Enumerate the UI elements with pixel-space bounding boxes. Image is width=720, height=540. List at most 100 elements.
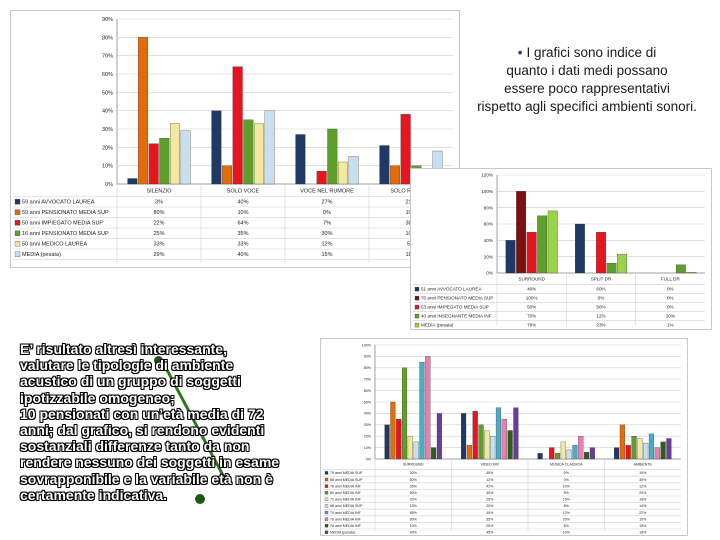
body-line: sostanziali differenze tanto da non: [20, 438, 250, 455]
bar: [436, 413, 442, 460]
x-category-label: MUSICA CLASSICA: [550, 463, 583, 467]
table-cell-value: 18%: [639, 531, 647, 535]
legend-swatch: [14, 251, 21, 257]
legend-swatch: [324, 530, 329, 534]
bar: [596, 232, 606, 274]
table-cell-value: 90%: [410, 517, 418, 521]
bar: [138, 37, 149, 185]
bar: [554, 453, 561, 460]
legend-swatch: [14, 241, 21, 247]
bar: [614, 447, 620, 460]
x-category-label: VIDEO MIX: [480, 463, 499, 467]
note-text-box: • I grafici sono indice di quanto i dati …: [458, 44, 716, 116]
y-tick-label: 50%: [364, 400, 372, 404]
table-cell-value: 23%: [596, 323, 605, 328]
x-category-label: SILENZIO: [146, 189, 172, 195]
y-tick-label: 100%: [362, 343, 372, 347]
table-cell-value: 30%: [639, 478, 647, 482]
table-cell-value: 10%: [639, 471, 647, 475]
bar: [379, 145, 390, 185]
table-cell-value: 25%: [486, 498, 494, 502]
table-cell-value: 35%: [410, 484, 418, 488]
table-cell-value: 50%: [527, 305, 536, 310]
legend-label: 72 anni MEDIA INF: [330, 498, 362, 502]
y-tick-label: 30%: [102, 127, 113, 133]
body-paragraph: E’ risultato altresì interessante, valut…: [20, 341, 325, 503]
bar: [401, 367, 408, 460]
table-cell-value: 12%: [639, 484, 647, 488]
legend-swatch: [324, 510, 329, 515]
legend-swatch: [324, 524, 329, 528]
bar: [180, 130, 191, 185]
bar: [484, 430, 490, 460]
bar: [264, 110, 275, 185]
legend-swatch: [414, 313, 420, 319]
bar: [148, 143, 159, 185]
y-tick-label: 40%: [364, 412, 372, 416]
bar: [584, 452, 590, 460]
bar: [243, 119, 254, 185]
table-cell-value: 25%: [486, 524, 494, 528]
table-cell-value: 14%: [639, 504, 647, 508]
table-cell-value: 10%: [639, 517, 647, 521]
bar: [169, 123, 180, 185]
bar: [516, 191, 527, 274]
table-cell-value: 0%: [323, 210, 331, 216]
table-cell-value: 5%: [564, 471, 570, 475]
bar: [507, 430, 513, 460]
bar: [337, 161, 348, 185]
table-cell-value: 33%: [153, 242, 164, 248]
table-cell-value: 10%: [237, 210, 248, 216]
legend-label: MEDIA (pesata): [22, 252, 61, 258]
bar: [617, 254, 627, 274]
table-cell-value: 10%: [410, 524, 418, 528]
table-cell-value: 50%: [410, 478, 418, 482]
body-line: acustico di un gruppo di soggetti: [20, 373, 241, 390]
bar: [537, 215, 548, 274]
note-line-2: quanto i dati medi possano: [506, 63, 668, 78]
table-cell-value: 30%: [486, 491, 494, 495]
table-cell-value: 15%: [639, 524, 647, 528]
legend-label: 40 anni INSEGNANTE MEDIA INF: [421, 314, 492, 319]
table-cell-value: 22%: [153, 221, 164, 227]
table-cell-value: 0%: [667, 296, 674, 301]
legend-swatch: [14, 220, 21, 226]
table-cell-value: 64%: [237, 221, 248, 227]
chart-svg: 0% 10% 20% 30% 40% 50% 60% 70% 80% 90% 100% SURROUN…: [323, 343, 681, 535]
body-line: rendere nessuno dei soggetti in esame: [20, 454, 280, 471]
table-cell-value: 0%: [564, 478, 570, 482]
table-cell-value: 10%: [563, 531, 571, 535]
bar: [625, 445, 631, 460]
bar: [575, 223, 585, 274]
bar: [400, 114, 411, 185]
decorative-dot: [154, 356, 163, 365]
bar: [407, 436, 413, 460]
table-cell-value: 42%: [486, 484, 494, 488]
legend-swatch: [324, 484, 329, 488]
bar: [466, 445, 472, 460]
legend-label: 80 anni MEDIA INF: [330, 491, 362, 495]
bar: [316, 171, 327, 185]
x-category-label: SURROUND: [518, 277, 545, 282]
table-cell-value: 0%: [598, 296, 605, 301]
chart-svg: 0% 20% 40% 60% 80% 100% 120% SURROUND SPLIT DR FU…: [413, 173, 705, 328]
table-cell-value: 12%: [563, 511, 571, 515]
bar: [547, 210, 558, 274]
table-cell-value: 45%: [486, 531, 494, 535]
y-tick-label: 80%: [364, 366, 372, 370]
legend-label: 76 anni MEDIA INF: [330, 484, 362, 488]
y-tick-label: 0%: [105, 182, 113, 188]
bar: [505, 240, 516, 274]
table-cell-value: 15%: [563, 498, 571, 502]
legend-swatch: [324, 504, 329, 508]
bar: [549, 447, 555, 460]
legend-label: 59 anni PENSIONATO MEDIA SUP: [22, 210, 109, 216]
table-cell-value: 40%: [410, 531, 418, 535]
bar: [631, 436, 637, 460]
y-tick-label: 80%: [102, 35, 113, 41]
table-cell-value: 40%: [237, 200, 248, 206]
table-cell-value: 30%: [410, 471, 418, 475]
legend-label: 74 anni MEDIA INF: [330, 511, 362, 515]
bar: [211, 110, 222, 185]
y-tick-label: 70%: [364, 377, 372, 381]
